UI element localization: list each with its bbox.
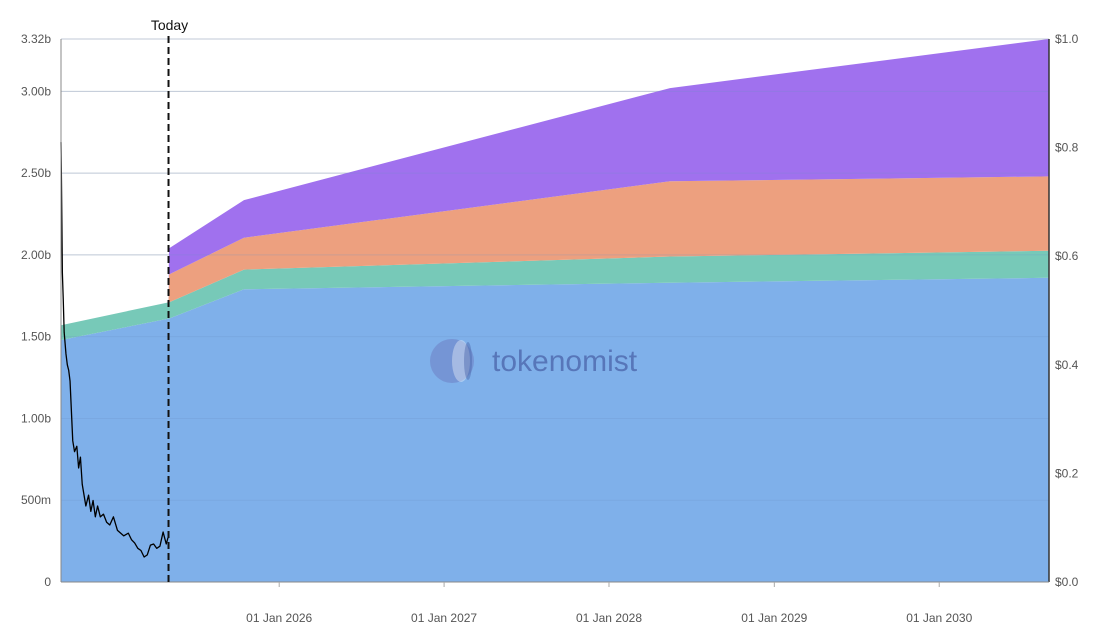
area-series-blue: [61, 277, 1049, 582]
y-left-tick-label: 1.50b: [21, 330, 51, 344]
tokenomist-watermark: tokenomist: [430, 339, 638, 383]
watermark-text: tokenomist: [492, 345, 638, 378]
y-right-tick-label: $0.2: [1055, 466, 1079, 480]
axes: 0 500m 1.00b 1.50b 2.00b 2.50b 3.00b 3.32b $0.0 $…: [21, 32, 1079, 625]
today-label: Today: [151, 17, 188, 33]
x-tick-label: 01 Jan 2026: [246, 611, 312, 625]
x-tick-label: 01 Jan 2029: [741, 611, 807, 625]
y-right-tick-label: $0.0: [1055, 575, 1079, 589]
y-left-tick-label: 2.00b: [21, 248, 51, 262]
x-tick-label: 01 Jan 2030: [906, 611, 972, 625]
x-tick-label: 01 Jan 2028: [576, 611, 642, 625]
price-line: [60, 142, 170, 558]
area-series-green: [61, 250, 1049, 340]
tokenomist-logo-icon: [430, 339, 474, 383]
y-left-tick-label: 1.00b: [21, 411, 51, 425]
y-left-tick-label: 3.00b: [21, 84, 51, 98]
y-right-tick-label: $0.6: [1055, 249, 1079, 263]
y-left-tick-label: 3.32b: [21, 32, 51, 46]
y-left-tick-label: 0: [44, 575, 51, 589]
y-left-tick-label: 2.50b: [21, 166, 51, 180]
stacked-areas: [61, 39, 1049, 582]
gridlines-overlay: [61, 38, 1049, 501]
x-tick-label: 01 Jan 2027: [411, 611, 477, 625]
price-line-group: [60, 142, 170, 558]
y-right-tick-label: $1.0: [1055, 32, 1079, 46]
area-series-orange: [61, 176, 1049, 326]
y-left-tick-label: 500m: [21, 493, 51, 507]
y-right-tick-label: $0.4: [1055, 358, 1079, 372]
today-marker: Today: [151, 17, 188, 582]
area-series-purple: [61, 39, 1049, 326]
y-right-tick-label: $0.8: [1055, 141, 1079, 155]
